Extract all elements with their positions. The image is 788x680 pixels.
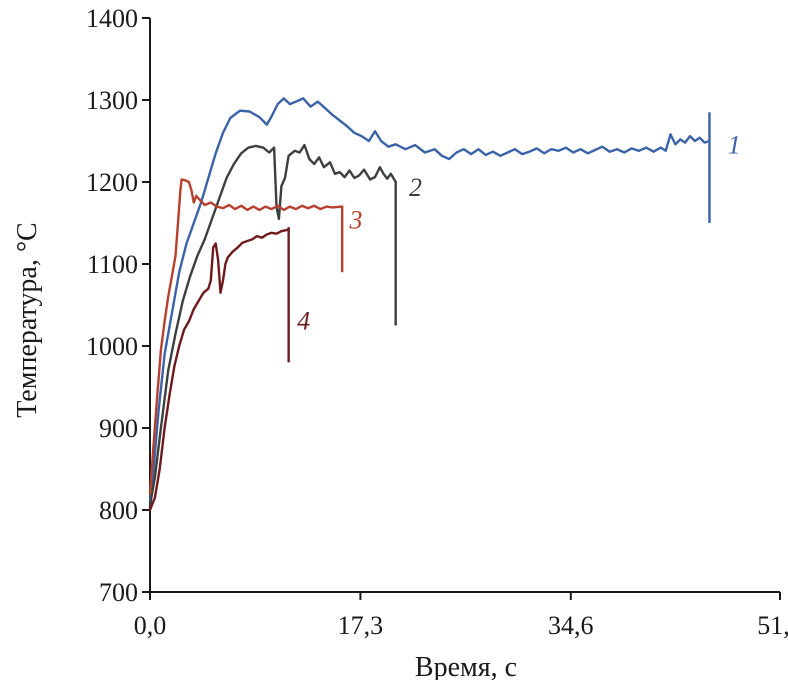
series-line-3 bbox=[148, 178, 344, 495]
axes: 700 800 900 1000 1100 1200 1300 1400 0,0 17,3 34,6… bbox=[86, 4, 788, 640]
y-axis-title: Температура, °С bbox=[12, 222, 43, 417]
series-labels: 1 2 3 4 bbox=[297, 130, 741, 335]
series-label-2: 2 bbox=[409, 173, 422, 202]
series-line-4 bbox=[148, 228, 290, 512]
series-lines bbox=[148, 97, 711, 512]
y-tick-label: 1400 bbox=[86, 4, 138, 33]
series-label-4: 4 bbox=[297, 307, 310, 336]
series-label-1: 1 bbox=[728, 130, 741, 159]
x-axis-title: Время, с bbox=[415, 652, 517, 680]
series-line-1 bbox=[148, 97, 711, 503]
x-tick-label: 34,6 bbox=[548, 611, 594, 640]
y-tick-label: 1100 bbox=[87, 250, 138, 279]
y-tick-label: 1300 bbox=[86, 86, 138, 115]
x-tick-label: 51,8 bbox=[757, 611, 788, 640]
y-tick-label: 1000 bbox=[86, 332, 138, 361]
y-tick-label: 900 bbox=[99, 414, 138, 443]
series-line-2 bbox=[148, 143, 397, 508]
y-tick-label: 700 bbox=[99, 578, 138, 607]
x-tick-label: 0,0 bbox=[134, 611, 167, 640]
y-tick-label: 800 bbox=[99, 496, 138, 525]
series-label-3: 3 bbox=[348, 206, 362, 235]
x-tick-label: 17,3 bbox=[338, 611, 384, 640]
y-tick-label: 1200 bbox=[86, 168, 138, 197]
